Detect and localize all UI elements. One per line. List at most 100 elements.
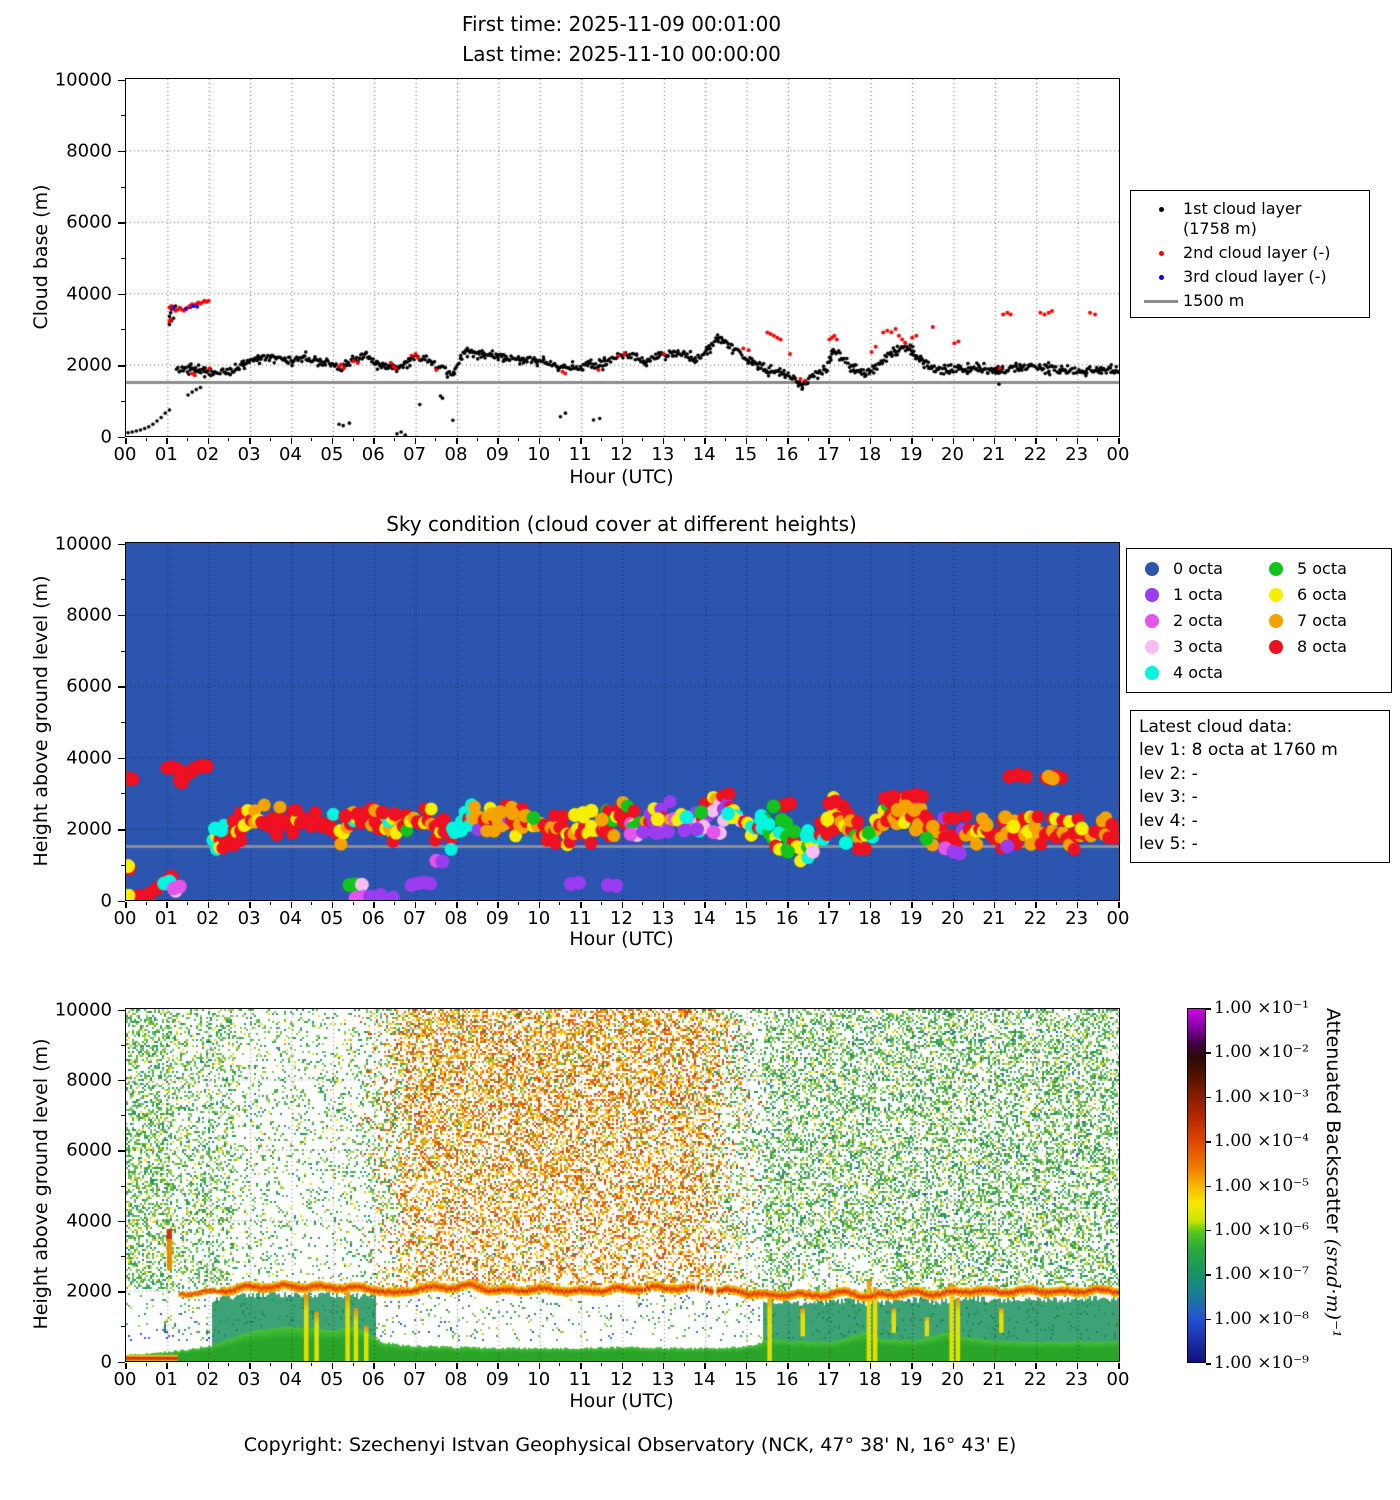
legend-item-3rd-cloud-layer: 3rd cloud layer (-) — [1139, 267, 1359, 287]
panel1-x-tick-label: 09 — [485, 444, 509, 465]
panel2-y-tick-label: 4000 — [66, 747, 112, 769]
y-minor-tick-mark — [121, 1326, 125, 1328]
x-tick-mark — [745, 902, 748, 908]
latest-cloud-data-line: lev 2: - — [1139, 763, 1198, 784]
x-minor-tick-mark — [518, 902, 520, 905]
panel3-x-tick-label: 09 — [485, 1369, 509, 1390]
octa-legend-item: 7 octa — [1259, 611, 1383, 630]
x-tick-mark — [952, 902, 954, 908]
octa-legend-item: 0 octa — [1135, 559, 1259, 578]
colorbar-tick-mark — [1206, 1229, 1211, 1232]
x-tick-mark — [745, 1363, 748, 1369]
x-minor-tick-mark — [642, 438, 644, 441]
panel2-x-tick-label: 22 — [1023, 908, 1047, 929]
panel1-x-tick-label: 06 — [361, 444, 385, 465]
x-tick-mark — [828, 1363, 830, 1369]
panel1-x-tick-label: 12 — [610, 444, 633, 465]
x-tick-mark — [497, 438, 499, 444]
panel2-x-tick-label: 11 — [568, 908, 592, 929]
latest-cloud-data-line: Latest cloud data: — [1139, 717, 1293, 737]
panel1-x-tick-label: 18 — [858, 444, 882, 465]
panel1-x-tick-label: 02 — [196, 444, 220, 465]
y-tick-mark — [118, 365, 125, 367]
x-minor-tick-mark — [807, 438, 809, 441]
panel1-x-tick-label: 21 — [982, 444, 1006, 465]
x-tick-mark — [828, 902, 830, 908]
x-tick-mark — [290, 1363, 292, 1369]
panel3-y-tick-label: 6000 — [66, 1139, 112, 1161]
x-tick-mark — [125, 438, 127, 444]
panel3-y-tick-label: 8000 — [66, 1069, 112, 1091]
latest-cloud-data-box: Latest cloud data: lev 1: 8 octa at 1760 … — [1130, 710, 1390, 863]
octa-marker-icon — [1269, 587, 1283, 602]
x-minor-tick-mark — [1097, 902, 1099, 905]
panel1-y-tick-label: 8000 — [66, 140, 112, 162]
panel3-x-tick-label: 07 — [403, 1369, 427, 1390]
x-minor-tick-mark — [228, 438, 230, 441]
y-tick-mark — [118, 900, 125, 902]
panel2-x-axis-label: Hour (UTC) — [569, 928, 674, 950]
x-tick-mark — [456, 438, 458, 444]
panel2-x-tick-label: 18 — [858, 908, 882, 929]
x-tick-mark — [207, 438, 210, 444]
panel2-x-tick-label: 04 — [279, 908, 302, 929]
y-tick-mark — [118, 829, 125, 831]
x-minor-tick-mark — [435, 1363, 437, 1366]
panel2-x-tick-label: 01 — [154, 908, 178, 929]
colorbar-tick-label: 1.00 ×10⁻⁶ — [1214, 1219, 1309, 1240]
legend-1500m-label: 1500 m — [1183, 291, 1245, 310]
y-tick-mark — [118, 757, 125, 760]
y-minor-tick-mark — [121, 1185, 125, 1187]
panel1-x-tick-label: 22 — [1023, 444, 1047, 465]
x-tick-mark — [1118, 902, 1120, 908]
panel2-x-tick-label: 06 — [361, 908, 385, 929]
panel2-y-tick-label: 0 — [100, 890, 112, 911]
x-minor-tick-mark — [352, 902, 354, 905]
panel2-x-tick-label: 07 — [403, 908, 427, 929]
panel2-x-tick-label: 19 — [899, 908, 923, 929]
x-minor-tick-mark — [766, 438, 768, 441]
panel2-x-tick-label: 17 — [816, 908, 840, 929]
octa-legend-label: 0 octa — [1173, 559, 1223, 578]
panel2-x-tick-label: 15 — [734, 908, 758, 929]
x-minor-tick-mark — [187, 902, 189, 905]
y-tick-mark — [118, 686, 125, 688]
octa-legend-label: 5 octa — [1297, 559, 1347, 578]
panel1-x-tick-label: 05 — [320, 444, 344, 465]
panel1-title-line1: First time: 2025-11-09 00:01:00 — [461, 12, 782, 36]
x-tick-mark — [621, 902, 623, 908]
y-tick-mark — [118, 1009, 125, 1011]
y-tick-mark — [118, 543, 125, 545]
y-minor-tick-mark — [121, 579, 125, 581]
panel3-x-tick-label: 21 — [982, 1369, 1006, 1390]
x-tick-mark — [331, 438, 334, 444]
panel1-x-tick-label: 07 — [403, 444, 427, 465]
x-minor-tick-mark — [724, 902, 726, 905]
panel3-x-axis-label: Hour (UTC) — [569, 1390, 674, 1412]
panel1-x-tick-label: 11 — [568, 444, 592, 465]
panel3-x-tick-label: 15 — [734, 1369, 758, 1390]
x-tick-mark — [373, 902, 375, 908]
panel3-x-tick-label: 05 — [320, 1369, 344, 1390]
x-tick-mark — [1035, 1363, 1037, 1369]
y-tick-mark — [118, 1079, 125, 1082]
x-minor-tick-mark — [600, 1363, 602, 1366]
x-minor-tick-mark — [559, 1363, 561, 1366]
x-minor-tick-mark — [600, 438, 602, 441]
third-layer-marker-icon — [1139, 267, 1183, 287]
panel1-x-tick-label: 00 — [1106, 444, 1130, 465]
panel3-x-tick-label: 19 — [899, 1369, 923, 1390]
x-tick-mark — [538, 1363, 541, 1369]
x-minor-tick-mark — [145, 902, 147, 905]
x-minor-tick-mark — [145, 1363, 147, 1366]
x-tick-mark — [787, 438, 789, 444]
legend-item-2nd-cloud-layer: 2nd cloud layer (-) — [1139, 243, 1359, 263]
panel1-x-tick-label: 04 — [279, 444, 302, 465]
x-tick-mark — [373, 1363, 375, 1369]
x-tick-mark — [704, 1363, 706, 1369]
x-tick-mark — [621, 438, 623, 444]
octa-legend-label: 3 octa — [1173, 637, 1223, 656]
x-minor-tick-mark — [890, 902, 892, 905]
octa-legend-label: 7 octa — [1297, 611, 1347, 630]
x-tick-mark — [414, 1363, 417, 1369]
